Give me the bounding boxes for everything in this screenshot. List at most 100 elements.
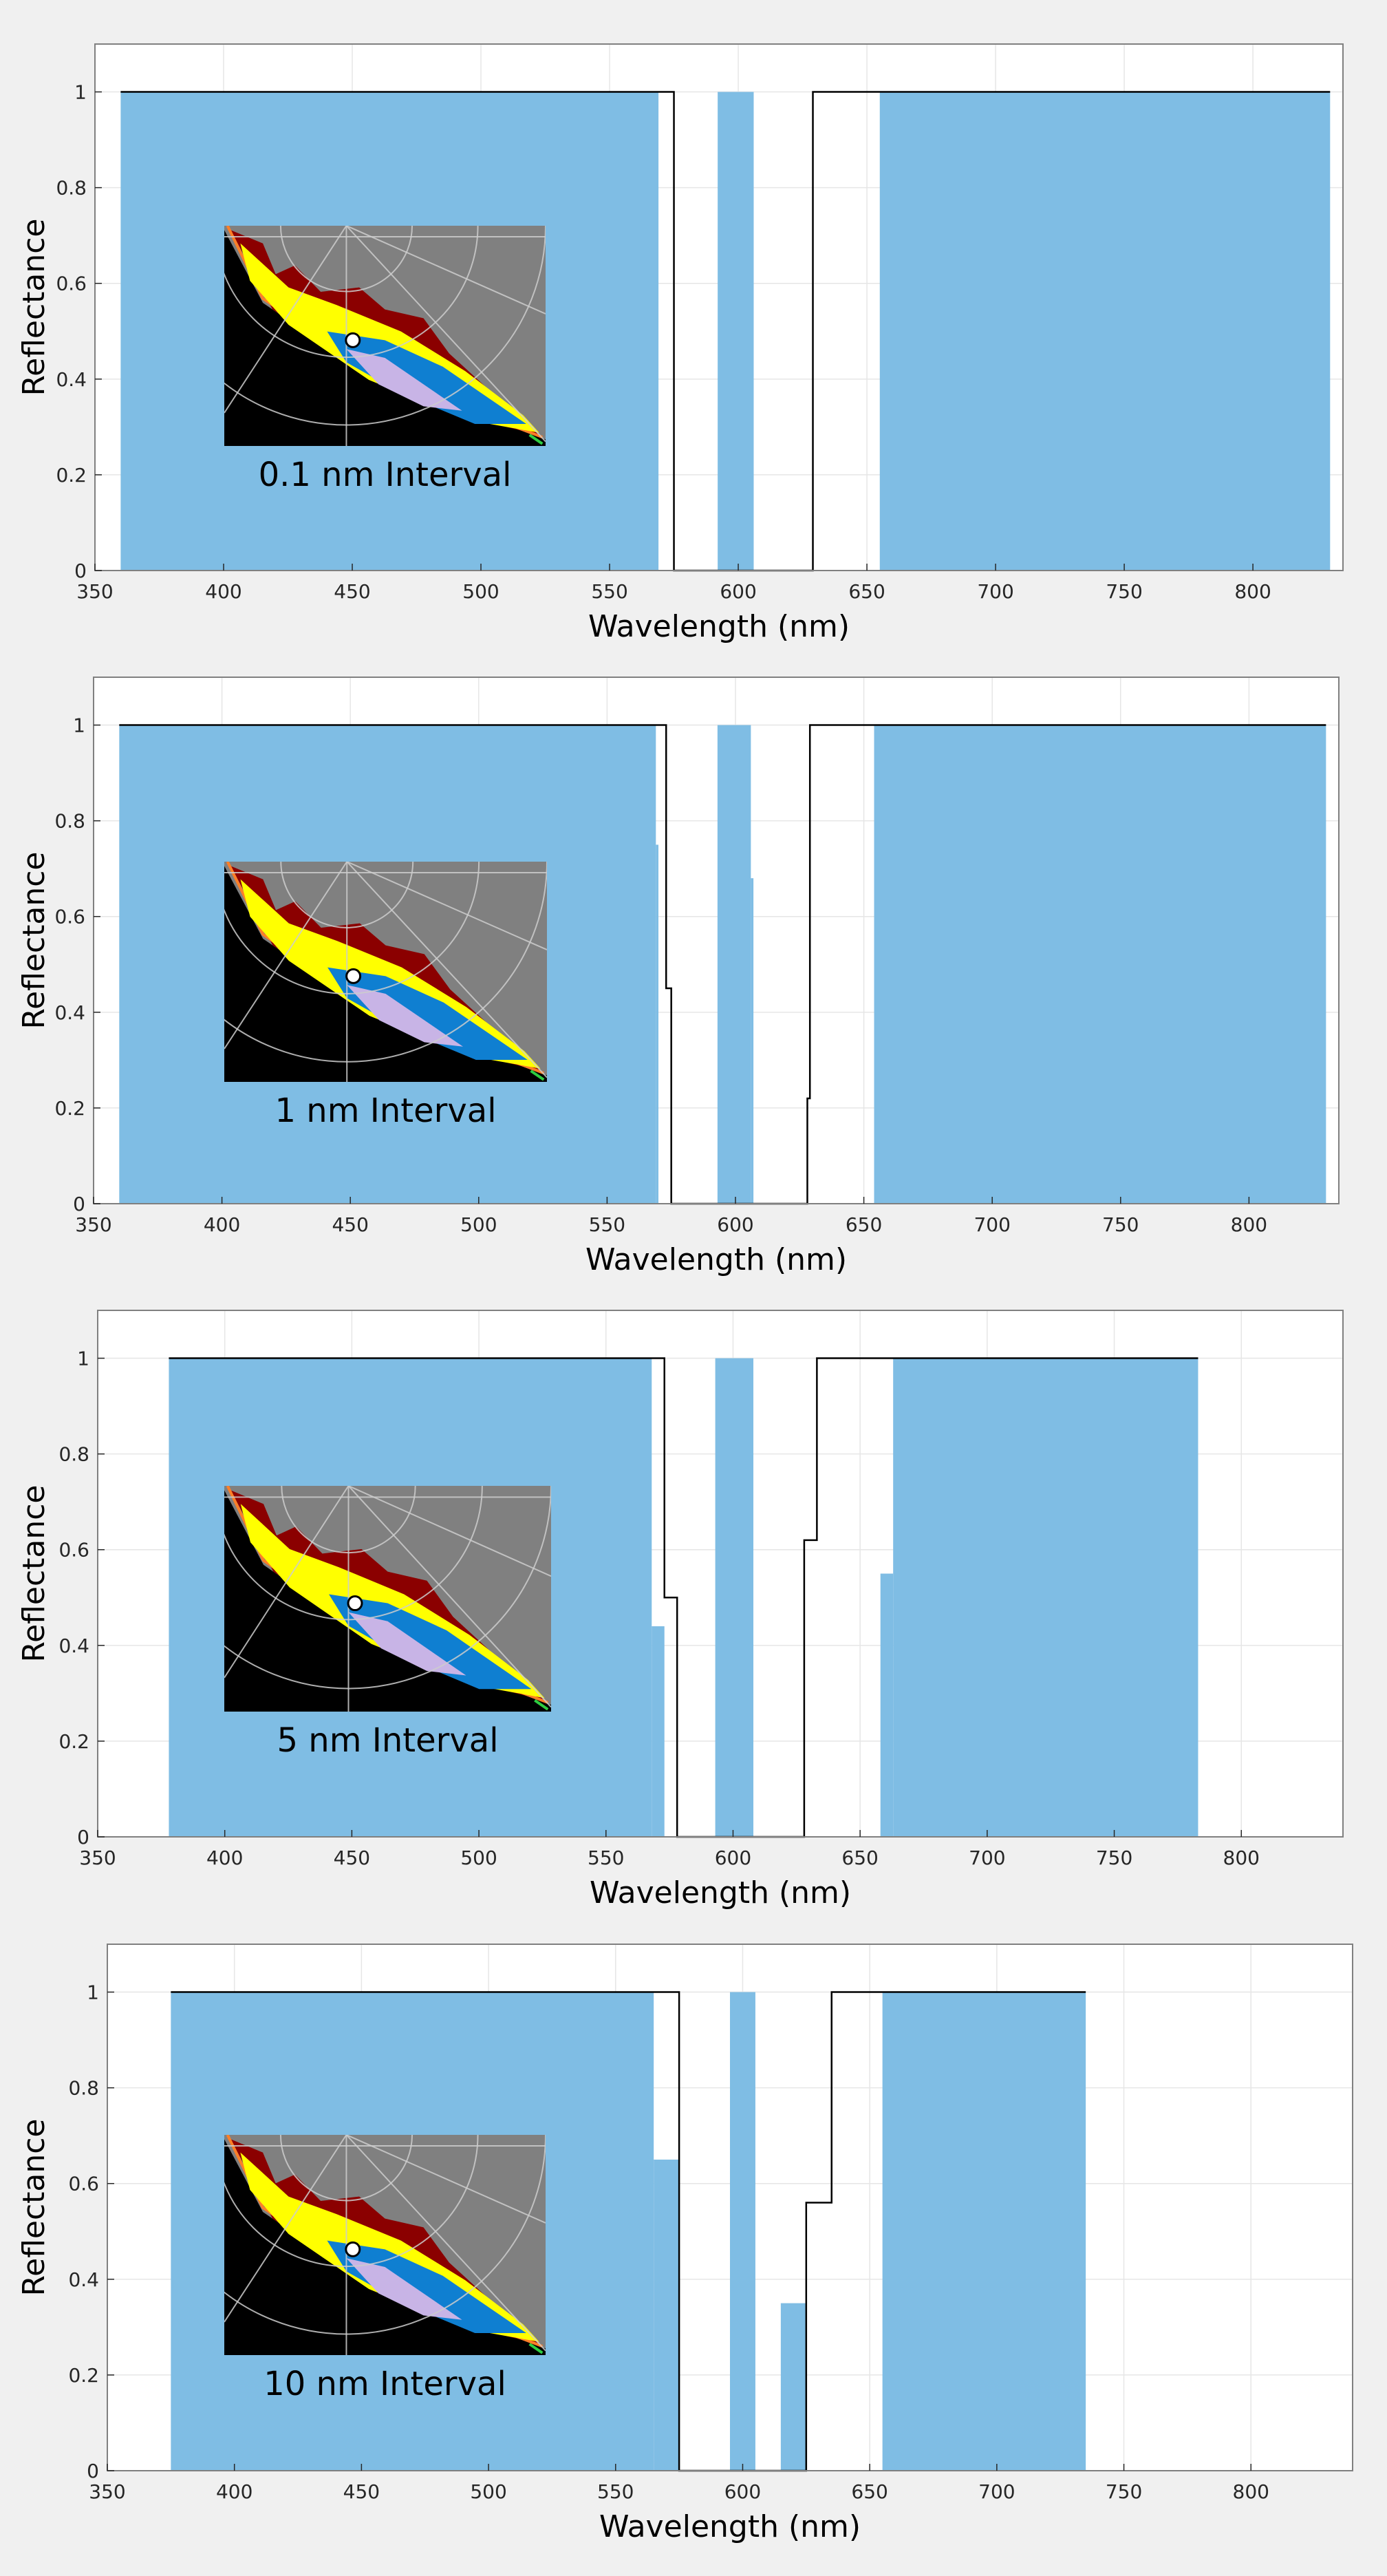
axes-box — [93, 677, 1340, 1204]
inset-lavender-region — [346, 2258, 462, 2320]
y-tick-label: 0.4 — [56, 368, 87, 391]
fermi-plot-inset — [224, 1486, 551, 1712]
y-tick-label: 1 — [73, 714, 85, 737]
x-tick-label: 800 — [1223, 1846, 1260, 1869]
x-tick-label: 600 — [715, 1846, 751, 1869]
inset-grid-diagonal-1 — [346, 862, 547, 1078]
inset-grid-arc-1 — [279, 2135, 413, 2202]
x-tick-label: 450 — [334, 580, 370, 603]
y-tick-label: 0.2 — [58, 1730, 89, 1753]
axes-box — [107, 1944, 1353, 2471]
reflectance-band — [751, 878, 754, 1204]
x-tick-label: 600 — [717, 1213, 753, 1236]
reflectance-band — [879, 92, 1331, 571]
x-tick-label: 450 — [332, 1213, 368, 1236]
x-tick-label: 550 — [591, 580, 627, 603]
x-tick-label: 400 — [206, 1846, 243, 1869]
x-tick-label: 650 — [841, 1846, 878, 1869]
inset-grid-diagonal-1 — [345, 2135, 546, 2352]
chart-1-svg: 350 400 450 500 550 600 650 700 750 800 0 0.2 0.4 0.6… — [17, 677, 1340, 1277]
inset-grid-diagonal-2 — [224, 862, 348, 1050]
x-tick-label: 600 — [720, 580, 756, 603]
panel-3: 350 400 450 500 550 600 650 700 750 800 0 0.2 0.4 0.6… — [0, 1903, 1387, 2576]
inset-grid-arc-2 — [224, 226, 479, 359]
x-tick-label: 650 — [848, 580, 885, 603]
inset-label: 0.1 nm Interval — [259, 456, 512, 494]
inset-grid-diagonal-3 — [348, 1486, 551, 1577]
y-tick-label: 0.4 — [58, 1635, 89, 1657]
x-tick-label: 800 — [1231, 1213, 1267, 1236]
chart-0-svg: 350 400 450 500 550 600 650 700 750 800 0 0.2 0.4 0.6… — [17, 43, 1344, 644]
inset-black-region — [224, 866, 547, 1082]
inset-blue-region — [329, 1594, 532, 1690]
y-tick-label: 0 — [73, 1193, 85, 1215]
inset-black-region — [224, 230, 546, 446]
fermi-plot-inset — [224, 226, 546, 446]
y-tick-label: 1 — [87, 1981, 99, 2004]
y-tick-label: 0.6 — [58, 1539, 89, 1562]
inset-blue-region — [327, 2240, 526, 2333]
x-tick-label: 350 — [76, 580, 113, 603]
x-tick-label: 600 — [724, 2480, 761, 2503]
y-tick-label: 0 — [87, 2460, 99, 2482]
inset-marker — [345, 2241, 361, 2257]
inset-grid-diagonal-2 — [224, 2135, 347, 2323]
y-axis-title: Reflectance — [17, 2118, 52, 2296]
x-tick-label: 800 — [1234, 580, 1271, 603]
x-tick-label: 800 — [1233, 2480, 1269, 2503]
inset-grid-diagonal-1 — [345, 226, 546, 443]
fermi-plot-inset — [224, 2135, 546, 2355]
inset-marker — [345, 332, 361, 348]
inset-label: 1 nm Interval — [275, 1092, 496, 1130]
x-axis-title: Wavelength (nm) — [585, 1242, 847, 1277]
x-tick-label: 500 — [470, 2480, 506, 2503]
reflectance-band — [730, 1992, 755, 2471]
x-tick-label: 750 — [1106, 580, 1142, 603]
x-tick-label: 450 — [343, 2480, 380, 2503]
x-tick-label: 650 — [846, 1213, 882, 1236]
reflectance-band — [893, 1358, 1198, 1837]
x-tick-label: 750 — [1102, 1213, 1139, 1236]
inset-label: 5 nm Interval — [277, 1721, 498, 1760]
inset-lavender-region — [346, 349, 462, 411]
x-tick-label: 650 — [851, 2480, 888, 2503]
x-tick-label: 400 — [204, 1213, 240, 1236]
y-tick-label: 1 — [77, 1348, 89, 1370]
reflectance-band — [656, 844, 659, 1204]
x-tick-label: 700 — [974, 1213, 1010, 1236]
y-tick-label: 0.4 — [54, 1001, 85, 1024]
inset-grid-arc-3 — [224, 226, 546, 426]
inset-blue-region — [327, 331, 526, 424]
inset-green-tip — [528, 434, 544, 445]
x-tick-label: 500 — [460, 1846, 497, 1869]
inset-grid-arc-3 — [224, 862, 547, 1063]
x-axis-title: Wavelength (nm) — [588, 609, 850, 644]
y-tick-label: 0.2 — [54, 1097, 85, 1120]
x-tick-label: 700 — [969, 1846, 1005, 1869]
reflectance-band — [874, 725, 1326, 1204]
panel-1: 350 400 450 500 550 600 650 700 750 800 0 0.2 0.4 0.6… — [0, 633, 1387, 1280]
panel-0: 350 400 450 500 550 600 650 700 750 800 0 0.2 0.4 0.6… — [0, 0, 1387, 647]
x-tick-label: 400 — [205, 580, 241, 603]
y-tick-label: 1 — [74, 81, 87, 104]
x-tick-label: 750 — [1106, 2480, 1142, 2503]
inset-grid-arc-1 — [279, 226, 413, 292]
inset-grid-arc-2 — [224, 2135, 479, 2268]
inset-lavender-region — [348, 1612, 466, 1676]
x-tick-label: 550 — [588, 1846, 624, 1869]
panel-2: 350 400 450 500 550 600 650 700 750 800 0 0.2 0.4 0.6… — [0, 1266, 1387, 1913]
inset-marker — [345, 968, 362, 984]
x-tick-label: 350 — [89, 2480, 125, 2503]
reflectance-band — [652, 1626, 665, 1837]
inset-grid-diagonal-2 — [224, 226, 347, 414]
inset-grid-arc-2 — [224, 1486, 483, 1621]
inset-label: 10 nm Interval — [264, 2365, 506, 2403]
x-axis-title: Wavelength (nm) — [599, 2509, 861, 2544]
reflectance-band — [780, 2303, 806, 2471]
x-tick-label: 400 — [216, 2480, 252, 2503]
inset-grid-arc-2 — [224, 862, 480, 994]
inset-black-region — [224, 2139, 546, 2355]
x-tick-label: 450 — [334, 1846, 370, 1869]
x-tick-label: 550 — [589, 1213, 625, 1236]
